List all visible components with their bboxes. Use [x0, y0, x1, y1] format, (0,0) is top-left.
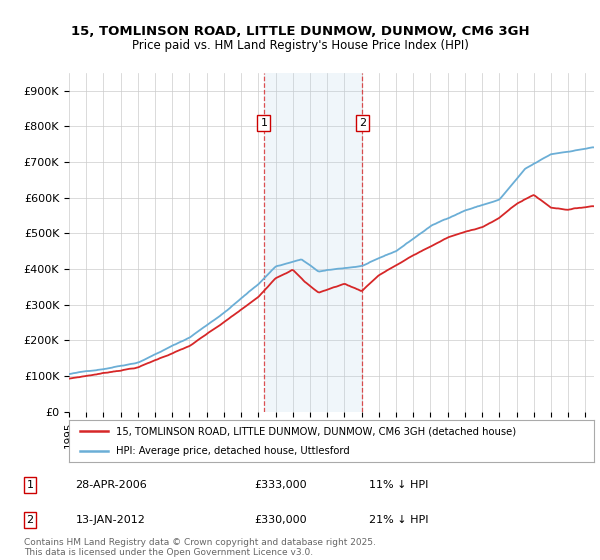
Text: £330,000: £330,000 — [254, 515, 307, 525]
Text: 1: 1 — [26, 480, 34, 490]
Text: 13-JAN-2012: 13-JAN-2012 — [76, 515, 145, 525]
Text: 11% ↓ HPI: 11% ↓ HPI — [369, 480, 428, 490]
Text: 28-APR-2006: 28-APR-2006 — [76, 480, 147, 490]
Text: £333,000: £333,000 — [254, 480, 307, 490]
Text: 2: 2 — [26, 515, 34, 525]
Bar — [264, 73, 362, 412]
Text: Price paid vs. HM Land Registry's House Price Index (HPI): Price paid vs. HM Land Registry's House … — [131, 39, 469, 52]
Text: 15, TOMLINSON ROAD, LITTLE DUNMOW, DUNMOW, CM6 3GH: 15, TOMLINSON ROAD, LITTLE DUNMOW, DUNMO… — [71, 25, 529, 38]
Text: HPI: Average price, detached house, Uttlesford: HPI: Average price, detached house, Uttl… — [116, 446, 350, 456]
Text: 1: 1 — [260, 118, 268, 128]
Text: 21% ↓ HPI: 21% ↓ HPI — [369, 515, 428, 525]
Text: 15, TOMLINSON ROAD, LITTLE DUNMOW, DUNMOW, CM6 3GH (detached house): 15, TOMLINSON ROAD, LITTLE DUNMOW, DUNMO… — [116, 426, 517, 436]
Text: Contains HM Land Registry data © Crown copyright and database right 2025.
This d: Contains HM Land Registry data © Crown c… — [24, 538, 376, 557]
Text: 2: 2 — [359, 118, 366, 128]
